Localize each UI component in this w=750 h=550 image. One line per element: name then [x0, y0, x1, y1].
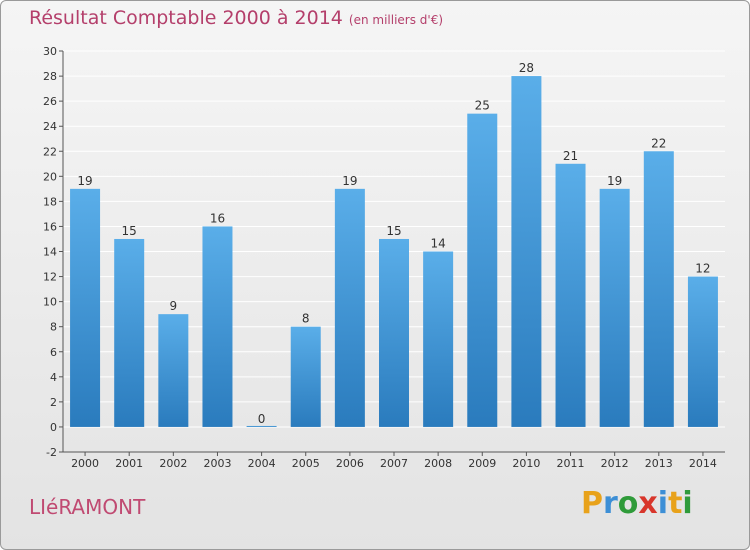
bar — [687, 276, 718, 427]
bar — [334, 188, 365, 427]
y-tick-label: 24 — [43, 120, 57, 133]
bar — [70, 188, 101, 427]
bar — [555, 163, 586, 427]
y-tick-label: 16 — [43, 220, 57, 233]
y-tick-label: 2 — [50, 396, 57, 409]
bar — [290, 326, 321, 427]
y-tick-label: 8 — [50, 321, 57, 334]
y-tick-label: 14 — [43, 246, 57, 259]
bar — [423, 251, 454, 427]
y-tick-label: 26 — [43, 95, 57, 108]
bar-value-label: 15 — [122, 224, 137, 238]
bar — [599, 188, 630, 427]
y-tick-label: -2 — [46, 446, 57, 459]
y-tick-label: 20 — [43, 170, 57, 183]
y-tick-label: 18 — [43, 195, 57, 208]
bar — [467, 113, 498, 427]
x-tick-label: 2013 — [645, 457, 673, 470]
bar-value-label: 22 — [651, 136, 666, 150]
x-tick-label: 2000 — [71, 457, 99, 470]
bar — [379, 238, 409, 427]
logo-letter: i — [682, 486, 693, 521]
x-tick-label: 2009 — [468, 457, 496, 470]
bar-value-label: 15 — [386, 224, 401, 238]
bar-value-label: 25 — [475, 99, 490, 113]
logo-letter: r — [603, 486, 618, 521]
bar-value-label: 19 — [607, 174, 622, 188]
x-tick-label: 2011 — [557, 457, 585, 470]
y-tick-label: 4 — [50, 371, 57, 384]
x-tick-label: 2003 — [203, 457, 231, 470]
logo-letter: o — [617, 486, 639, 521]
y-tick-label: 0 — [50, 421, 57, 434]
x-tick-label: 2014 — [689, 457, 717, 470]
bar — [246, 425, 277, 427]
bar-value-label: 19 — [342, 174, 357, 188]
y-tick-label: 22 — [43, 145, 57, 158]
commune-name: LIéRAMONT — [29, 495, 146, 519]
chart-title-text: Résultat Comptable 2000 à 2014 — [29, 7, 343, 29]
y-tick-label: 10 — [43, 296, 57, 309]
y-tick-label: 28 — [43, 70, 57, 83]
bar-value-label: 9 — [170, 299, 178, 313]
bar-value-label: 21 — [563, 149, 578, 163]
bar — [158, 314, 189, 427]
x-tick-label: 2002 — [159, 457, 187, 470]
chart-subtitle: (en milliers d'€) — [348, 13, 444, 27]
proxiti-logo: Proxiti — [581, 486, 693, 521]
y-tick-label: 30 — [43, 45, 57, 58]
bar — [202, 226, 233, 427]
bar-value-label: 28 — [519, 61, 534, 75]
x-tick-label: 2008 — [424, 457, 452, 470]
logo-letter: i — [657, 486, 669, 521]
bar — [643, 151, 674, 427]
y-tick-label: 6 — [50, 346, 57, 359]
chart-title: Résultat Comptable 2000 à 2014 (en millie… — [29, 7, 443, 29]
x-tick-label: 2007 — [380, 457, 408, 470]
x-tick-label: 2001 — [115, 457, 143, 470]
logo-letter: t — [668, 486, 683, 521]
bar-value-label: 16 — [210, 211, 225, 225]
bar-value-label: 19 — [77, 174, 92, 188]
x-tick-label: 2012 — [601, 457, 629, 470]
bar-value-label: 14 — [430, 237, 445, 251]
x-tick-label: 2005 — [292, 457, 320, 470]
bar-value-label: 0 — [258, 412, 266, 426]
x-tick-label: 2010 — [512, 457, 540, 470]
bar — [114, 238, 145, 427]
bar-value-label: 12 — [695, 262, 710, 276]
logo-letter: P — [581, 486, 603, 521]
x-tick-label: 2004 — [248, 457, 276, 470]
y-tick-label: 12 — [43, 271, 57, 284]
logo-letter: x — [638, 486, 658, 521]
bar — [511, 76, 542, 427]
x-tick-label: 2006 — [336, 457, 364, 470]
bar-value-label: 8 — [302, 312, 310, 326]
